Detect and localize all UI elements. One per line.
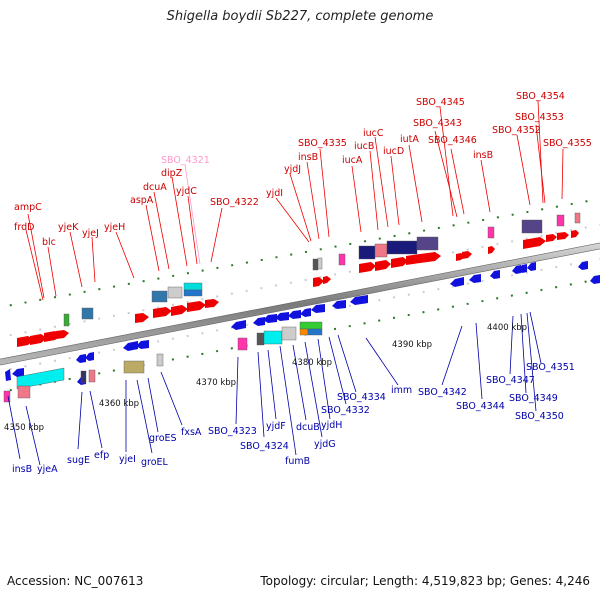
- gene-label-iucA: iucA: [342, 155, 363, 166]
- gene-label-SBO_4355: SBO_4355: [543, 138, 592, 149]
- gene-label-groES: groES: [149, 433, 177, 444]
- gene-label-SBO_4351: SBO_4351: [526, 362, 575, 373]
- gene-label-iucC: iucC: [363, 128, 384, 139]
- scale-label-4380: 4380 kbp: [292, 358, 332, 368]
- gene-label-SBO_4352: SBO_4352: [492, 125, 541, 136]
- gene-label-insB-3: insB: [12, 464, 32, 475]
- gene-label-dipZ: dipZ: [161, 168, 183, 179]
- gene-label-iucB: iucB: [354, 141, 374, 152]
- gene-label-yjdI: yjdI: [266, 188, 283, 199]
- gene-label-SBO_4324: SBO_4324: [240, 441, 289, 452]
- gene-label-SBO_4335: SBO_4335: [298, 138, 347, 149]
- gene-label-SBO_4346: SBO_4346: [428, 135, 477, 146]
- gene-label-SBO_4323: SBO_4323: [208, 426, 257, 437]
- gene-label-yjeK: yjeK: [58, 222, 79, 233]
- scale-label-4390: 4390 kbp: [392, 340, 432, 350]
- gene-label-imm: imm: [391, 385, 412, 396]
- forward-leader-lines: [25, 100, 564, 301]
- gene-label-SBO_4334: SBO_4334: [337, 392, 386, 403]
- gene-label-aspA: aspA: [130, 195, 154, 206]
- gene-label-yjdF: yjdF: [266, 421, 286, 432]
- gene-label-sugE: sugE: [67, 455, 90, 466]
- gene-label-SBO_4344: SBO_4344: [456, 401, 505, 412]
- gene-label-frdD: frdD: [14, 222, 34, 233]
- gene-label-yjeJ: yjeJ: [82, 228, 99, 239]
- gene-label-yjdC: yjdC: [176, 186, 197, 197]
- feature-boxes: [3, 212, 581, 403]
- gene-label-iucD: iucD: [383, 146, 404, 157]
- gene-label-dcuA: dcuA: [143, 182, 167, 193]
- gene-label-yjeA: yjeA: [37, 464, 58, 475]
- gene-label-insB-1: insB: [298, 152, 318, 163]
- gene-label-iutA: iutA: [400, 134, 419, 145]
- gene-label-SBO_4353: SBO_4353: [515, 112, 564, 123]
- scale-label-4350: 4350 kbp: [4, 423, 44, 433]
- reverse-gene-arrows: [5, 261, 600, 385]
- gene-label-SBO_4345: SBO_4345: [416, 97, 465, 108]
- accession-text: Accession: NC_007613: [7, 574, 144, 588]
- gene-label-yjdG: yjdG: [314, 439, 336, 450]
- forward-gene-labels: ampC frdD blc yjeK yjeJ yjeH aspA dcuA d…: [14, 91, 592, 248]
- gene-label-SBO_4332: SBO_4332: [321, 405, 370, 416]
- gene-label-ampC: ampC: [14, 202, 42, 213]
- gene-label-groEL: groEL: [141, 457, 169, 468]
- gene-label-yjeH: yjeH: [104, 222, 125, 233]
- scale-labels: 4350 kbp 4360 kbp 4370 kbp 4380 kbp 4390…: [4, 323, 527, 433]
- reverse-leader-lines: [7, 311, 542, 466]
- forward-gene-arrows: [17, 230, 579, 347]
- gene-label-fumB: fumB: [285, 456, 310, 467]
- map-title: Shigella boydii Sb227, complete genome: [166, 9, 434, 24]
- gene-label-blc: blc: [42, 237, 56, 248]
- gene-label-dcuB: dcuB: [296, 422, 320, 433]
- gene-label-SBO_4321: SBO_4321: [161, 155, 210, 166]
- scale-label-4400: 4400 kbp: [487, 323, 527, 333]
- gene-label-SBO_4349: SBO_4349: [509, 393, 558, 404]
- gene-label-yjeI: yjeI: [119, 454, 136, 465]
- highlight-leader-line: [184, 164, 201, 265]
- gene-label-efp: efp: [94, 450, 109, 461]
- scale-label-4360: 4360 kbp: [99, 399, 139, 409]
- gene-label-SBO_4350: SBO_4350: [515, 411, 564, 422]
- topology-text: Topology: circular; Length: 4,519,823 bp…: [260, 574, 590, 588]
- gene-label-fxsA: fxsA: [181, 427, 202, 438]
- gene-label-SBO_4347: SBO_4347: [486, 375, 535, 386]
- gene-label-SBO_4322: SBO_4322: [210, 197, 259, 208]
- scale-label-4370: 4370 kbp: [196, 378, 236, 388]
- reverse-gene-labels: insB yjeA sugE efp yjeI groEL groES fxsA…: [12, 362, 575, 475]
- gene-label-SBO_4342: SBO_4342: [418, 387, 467, 398]
- gene-label-yjdH: yjdH: [321, 420, 342, 431]
- genome-backbone: [0, 242, 600, 366]
- gene-label-SBO_4343: SBO_4343: [413, 118, 462, 129]
- gene-label-SBO_4354: SBO_4354: [516, 91, 565, 102]
- gene-label-insB-2: insB: [473, 150, 493, 161]
- gene-label-yjdJ: yjdJ: [284, 164, 301, 175]
